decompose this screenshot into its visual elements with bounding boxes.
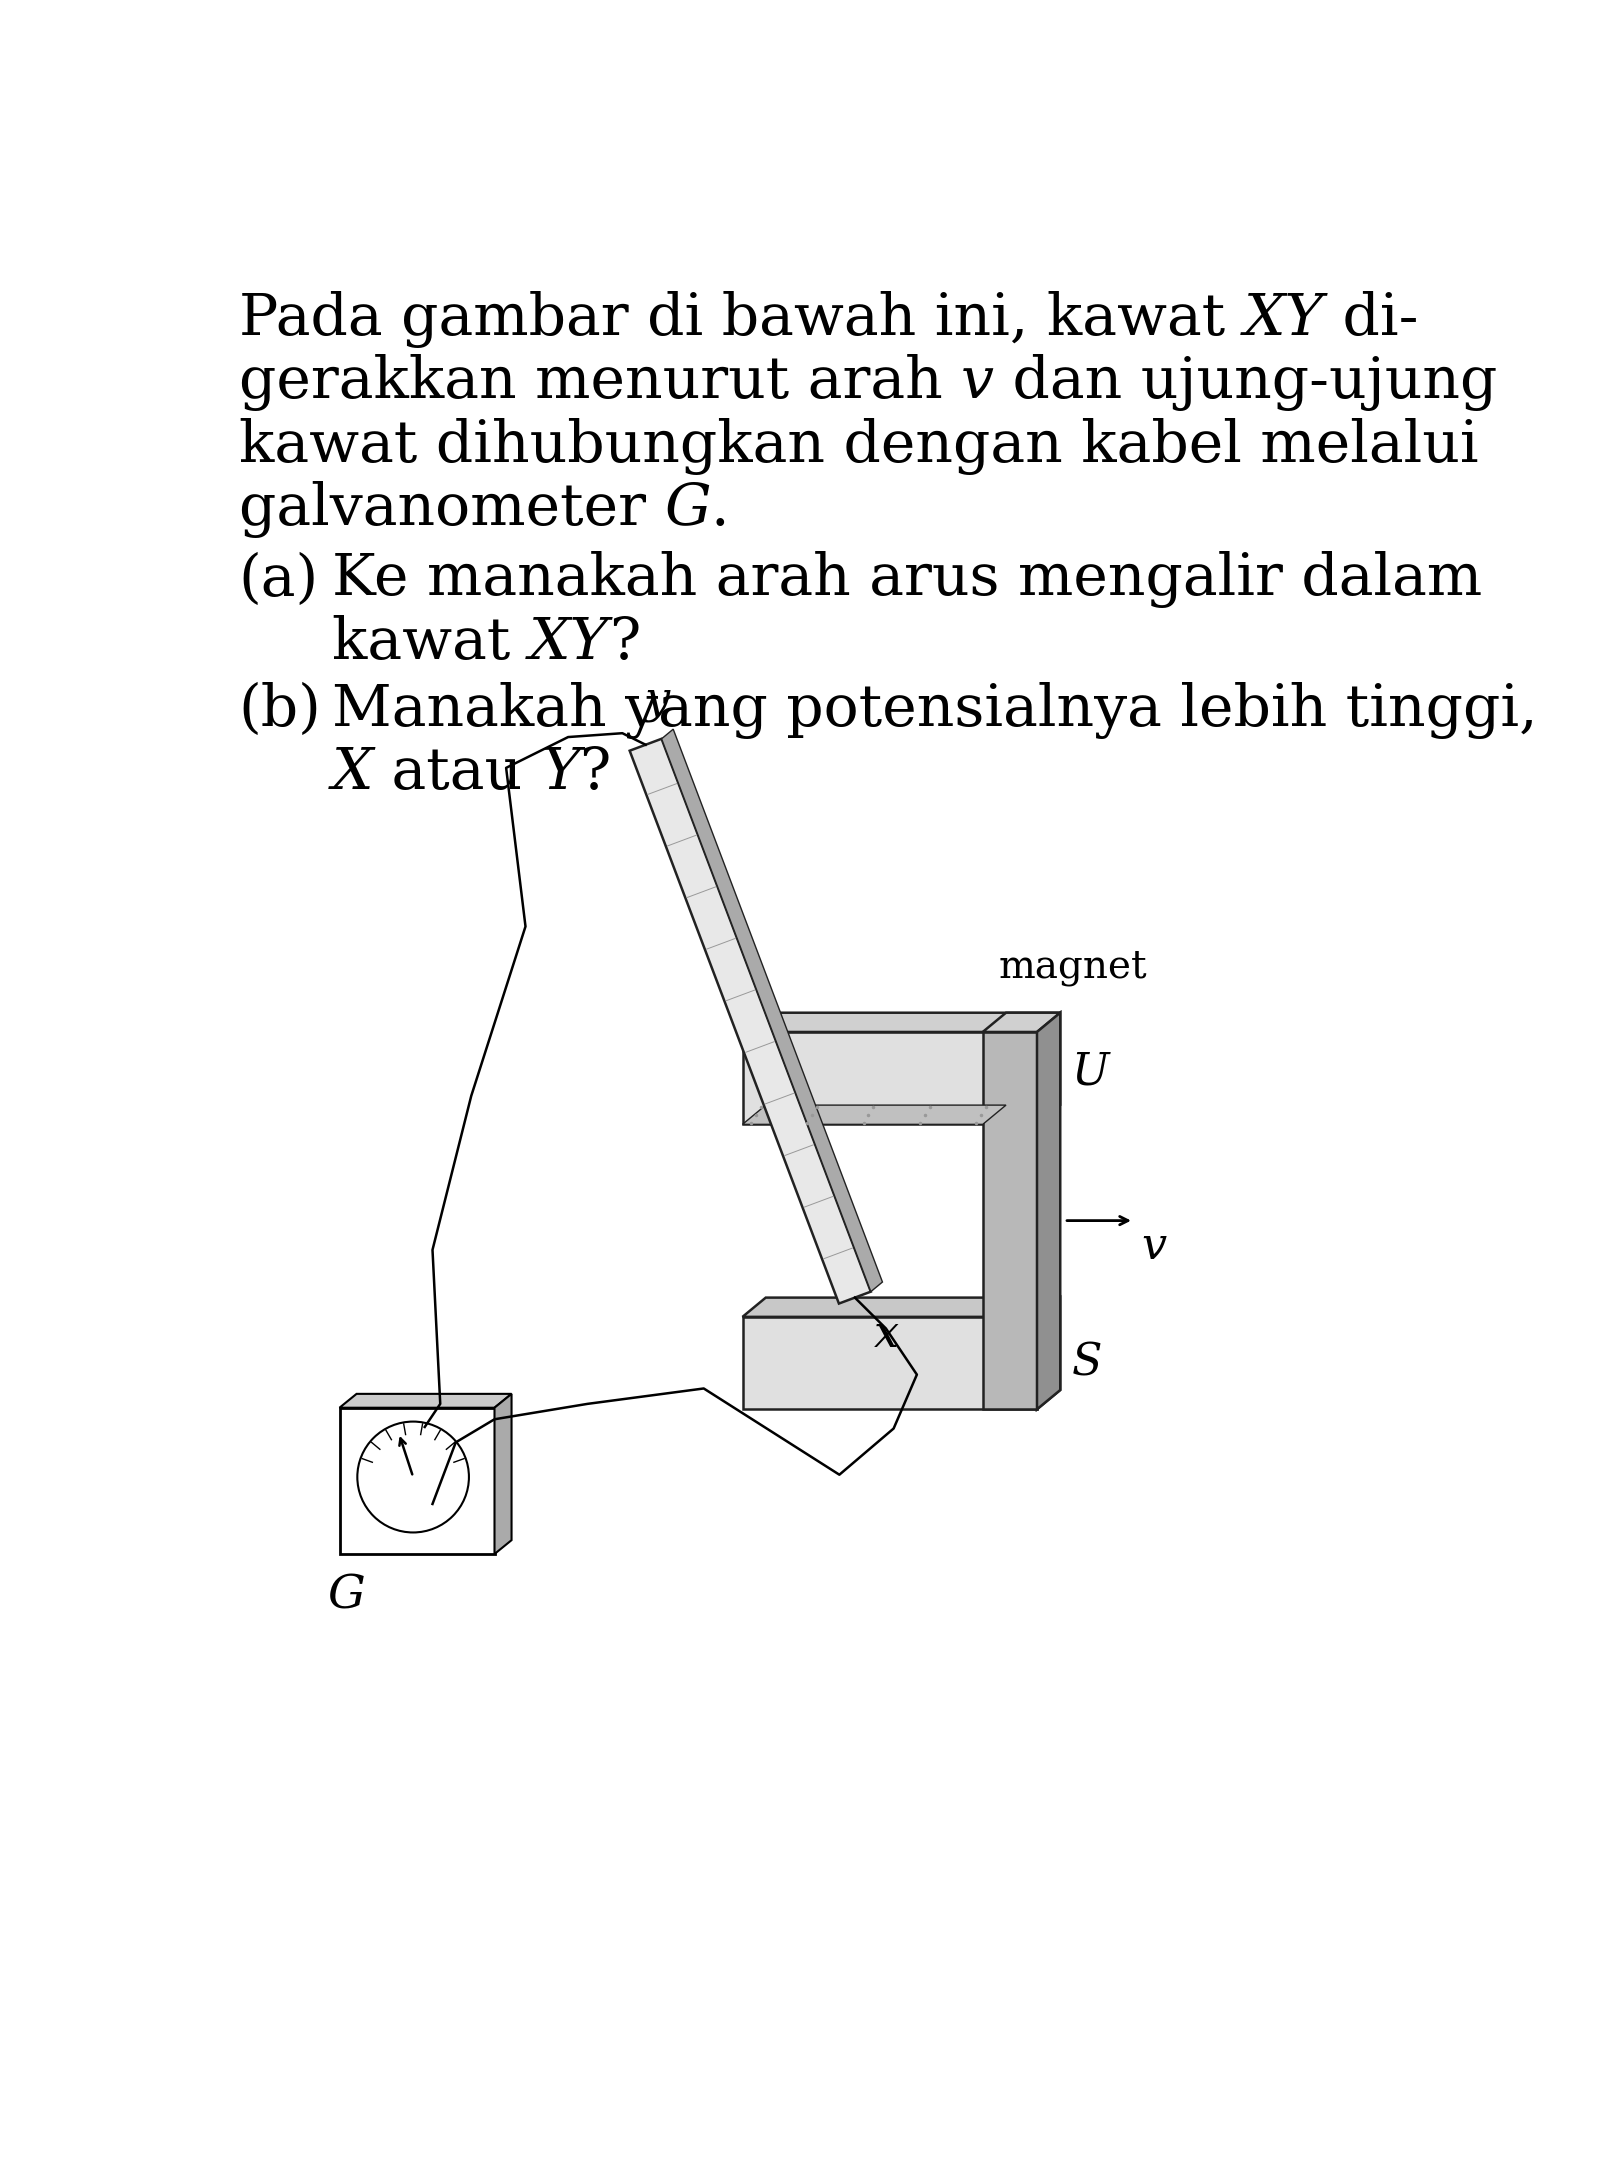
Text: X: X [331, 744, 373, 801]
Polygon shape [742, 1033, 1037, 1124]
Polygon shape [339, 1408, 494, 1554]
Text: atau: atau [373, 744, 541, 801]
Text: y: y [645, 679, 670, 723]
Polygon shape [742, 1013, 1061, 1033]
Polygon shape [494, 1395, 512, 1554]
Polygon shape [742, 1316, 1037, 1410]
Text: dan ujung-ujung: dan ujung-ujung [994, 354, 1498, 410]
Text: Manakah yang potensialnya lebih tinggi,: Manakah yang potensialnya lebih tinggi, [331, 681, 1538, 738]
Text: (a): (a) [238, 552, 318, 607]
Text: U: U [1072, 1050, 1109, 1094]
Polygon shape [982, 1033, 1037, 1410]
Text: v: v [962, 354, 994, 410]
Text: Y: Y [541, 744, 579, 801]
Text: kawat dihubungkan dengan kabel melalui: kawat dihubungkan dengan kabel melalui [238, 417, 1478, 474]
Text: di-: di- [1323, 290, 1418, 347]
Text: Pada gambar di bawah ini, kawat: Pada gambar di bawah ini, kawat [238, 290, 1243, 349]
Polygon shape [661, 729, 883, 1292]
Text: XY: XY [1243, 290, 1323, 347]
Text: ?: ? [579, 744, 611, 801]
Polygon shape [630, 738, 870, 1303]
Polygon shape [742, 1297, 1061, 1316]
Text: .: . [710, 480, 730, 537]
Text: galvanometer: galvanometer [238, 480, 664, 537]
Polygon shape [1037, 1013, 1061, 1410]
Polygon shape [1037, 1013, 1061, 1124]
Text: x: x [874, 1312, 899, 1356]
Text: G: G [664, 480, 710, 537]
Text: S: S [1072, 1343, 1102, 1384]
Text: gerakkan menurut arah: gerakkan menurut arah [238, 354, 962, 410]
Text: magnet: magnet [998, 950, 1147, 987]
Polygon shape [1037, 1297, 1061, 1410]
Text: v: v [1142, 1225, 1166, 1268]
Polygon shape [982, 1013, 1061, 1033]
Text: (b): (b) [238, 681, 322, 738]
Text: G: G [328, 1574, 366, 1618]
Text: Ke manakah arah arus mengalir dalam: Ke manakah arah arus mengalir dalam [331, 552, 1482, 609]
Text: kawat: kawat [331, 616, 528, 670]
Text: XY: XY [528, 616, 608, 670]
Circle shape [357, 1421, 469, 1532]
Text: ?: ? [608, 616, 640, 670]
Polygon shape [339, 1395, 512, 1408]
Polygon shape [742, 1105, 1006, 1124]
